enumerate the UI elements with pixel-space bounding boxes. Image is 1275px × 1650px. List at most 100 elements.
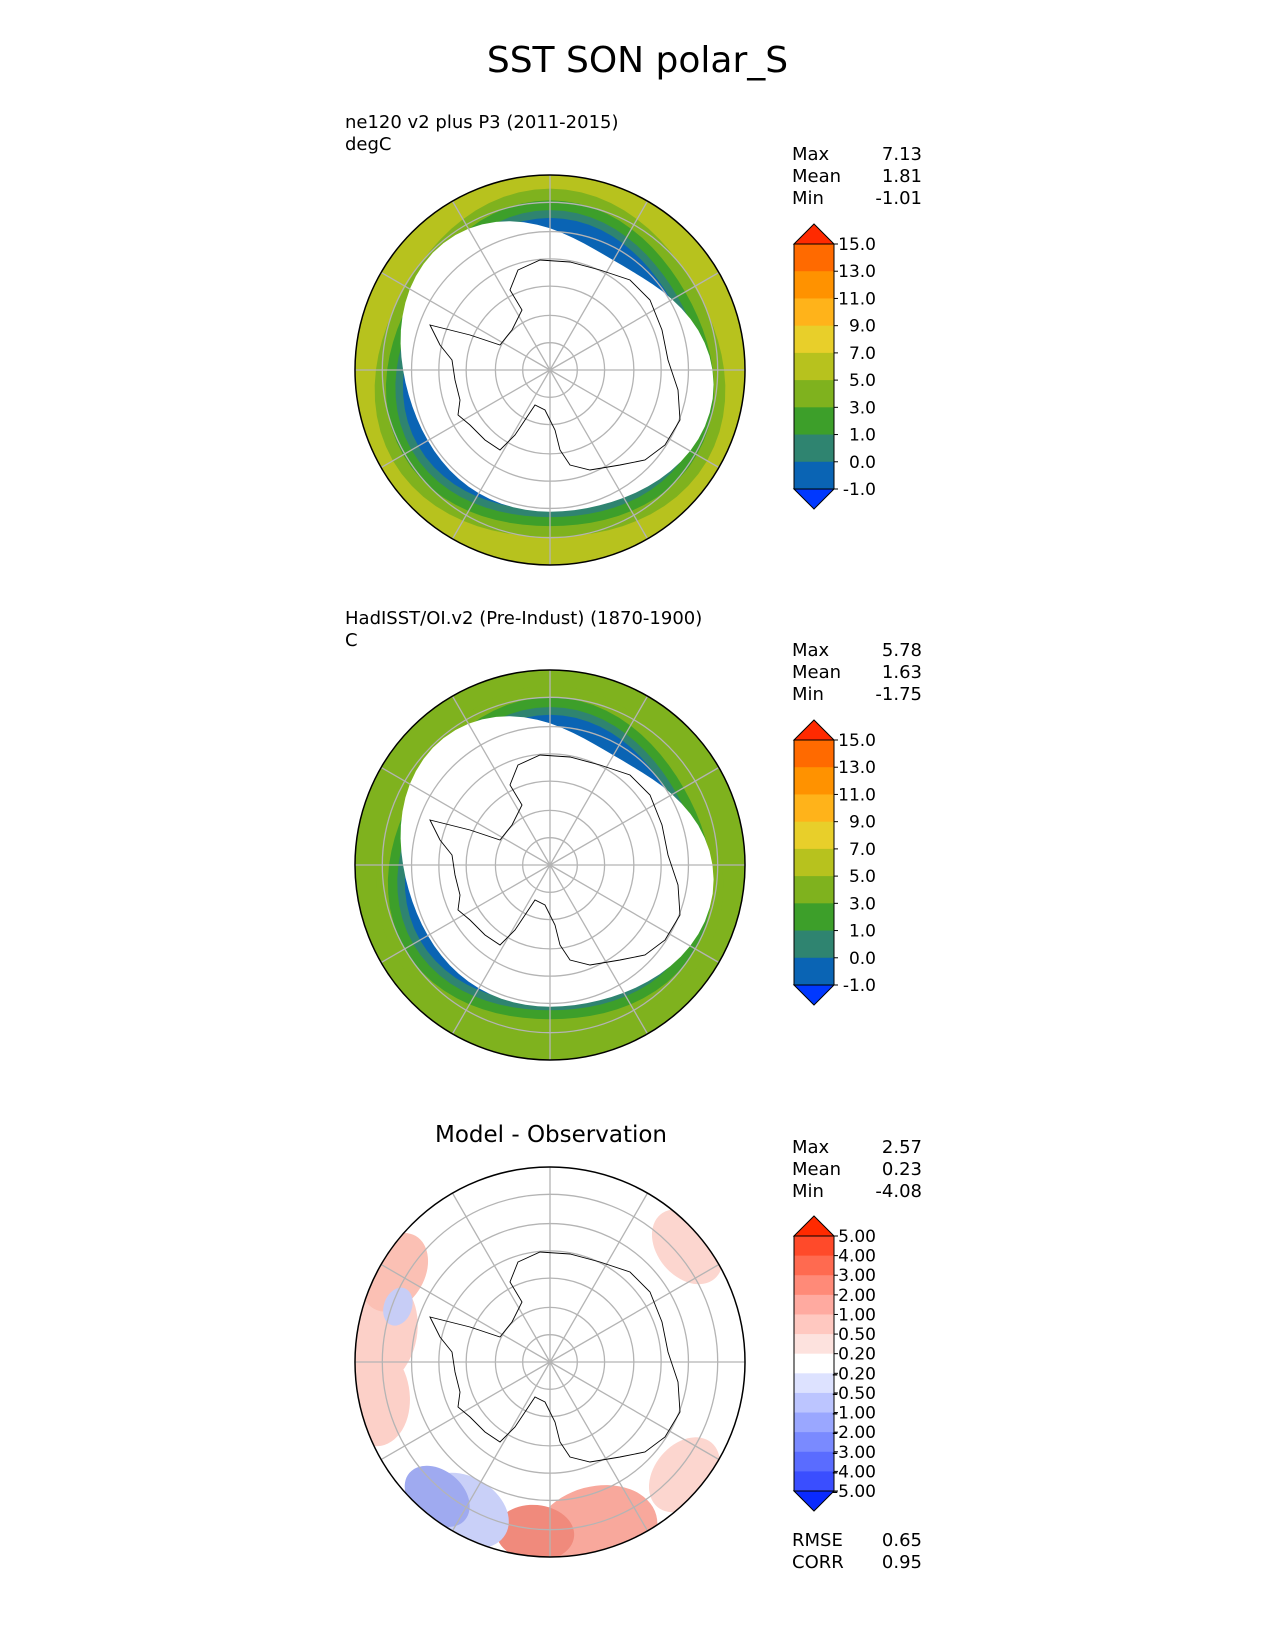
colorbar-extend-max: [792, 1215, 836, 1237]
colorbar-extend-min: [792, 1490, 836, 1512]
panel-test: ne120 v2 plus P3 (2011-2015) degC Max 7.1…: [0, 0, 1275, 566]
longitude-gridline: [549, 1361, 649, 1532]
longitude-gridline: [451, 1192, 551, 1363]
colorbar-segment: [794, 380, 834, 408]
colorbar-tick-label: -5.00: [832, 1482, 876, 1502]
polar-map: [354, 1166, 746, 1558]
coastline: [429, 259, 681, 471]
colorbar-tick-label: 1.0: [849, 922, 876, 942]
colorbar-tick-label: 3.0: [849, 398, 876, 418]
longitude-gridline: [549, 766, 720, 866]
stat-min-label: Min: [792, 188, 824, 209]
colorbar-segment: [794, 740, 834, 768]
longitude-gridline: [549, 1263, 720, 1363]
stat-max-label: Max: [792, 144, 830, 165]
stat-min-label: Min: [792, 684, 824, 705]
colorbar-segment: [794, 821, 834, 850]
polar-map: [354, 174, 746, 566]
colorbar-tick-label: 11.0: [838, 785, 876, 805]
longitude-gridline: [380, 864, 551, 964]
colorbar-segment: [794, 876, 834, 904]
colorbar-segment: [794, 1255, 834, 1276]
colorbar-segment: [794, 407, 834, 436]
stat-max-label: Max: [792, 640, 830, 661]
colorbar-tick-label: 1.00: [838, 1305, 876, 1325]
colorbar-tick-label: -3.00: [832, 1443, 876, 1463]
rmse-value: 0.65: [881, 1530, 922, 1551]
map-boundary: [354, 174, 746, 566]
colorbar-tick-label: -4.00: [832, 1462, 876, 1482]
stat-max: 7.13: [881, 144, 922, 165]
longitude-gridline: [549, 369, 649, 540]
longitude-gridline: [549, 1361, 720, 1461]
colorbar-tick-label: 11.0: [838, 289, 876, 309]
colorbar-tick-label: 3.0: [849, 894, 876, 914]
longitude-gridline: [380, 271, 551, 371]
colorbar-segment: [794, 794, 834, 823]
stat-mean: 1.63: [881, 662, 922, 683]
colorbar-segment: [794, 1392, 834, 1414]
colorbar-tick-label: 13.0: [838, 262, 876, 282]
stat-mean-label: Mean: [792, 1159, 842, 1180]
metrics-box: RMSE 0.65 CORR 0.95: [792, 1530, 922, 1574]
colorbar-segment: [794, 1412, 834, 1433]
diff-patch: [355, 1340, 410, 1447]
colorbar-tick-label: 9.0: [849, 813, 876, 833]
colorbar-segment: [794, 1275, 834, 1296]
corr-value: 0.95: [881, 1552, 922, 1573]
stat-min: -4.08: [875, 1181, 922, 1202]
stats-box: Max 2.57 Mean 0.23 Min -4.08: [792, 1137, 922, 1203]
colorbar-tick-label: -2.00: [832, 1423, 876, 1443]
panel-ref: HadISST/OI.v2 (Pre-Indust) (1870-1900) C…: [0, 0, 1275, 1061]
longitude-gridline: [380, 369, 551, 469]
panel-title: ne120 v2 plus P3 (2011-2015) degC: [345, 112, 619, 156]
longitude-gridline: [549, 369, 720, 469]
colorbar-segment: [794, 352, 834, 381]
colorbar-tick-label: 2.00: [838, 1286, 876, 1306]
colorbar-tick-label: 7.0: [849, 344, 876, 364]
stat-mean-label: Mean: [792, 662, 842, 683]
coastline: [429, 1251, 681, 1463]
colorbar-segment: [794, 298, 834, 327]
colorbar-frame: [793, 243, 835, 490]
colorbar: 15.0 13.0 11.0 9.0 7.0 5.0 3.0 1.0 0.0 -1.0: [792, 223, 876, 510]
corr-label: CORR: [792, 1552, 844, 1573]
colorbar-segment: [794, 1236, 834, 1257]
stat-max: 5.78: [881, 640, 922, 661]
diff-patch: [383, 1287, 413, 1326]
colorbar-tick-label: 0.50: [838, 1325, 876, 1345]
coastline: [429, 754, 681, 966]
longitude-gridline: [380, 766, 551, 866]
colorbar-segment: [794, 1353, 834, 1374]
longitude-gridline: [380, 1263, 551, 1363]
longitude-gridline: [549, 271, 720, 371]
stat-min-label: Min: [792, 1181, 824, 1202]
colorbar-tick-label: 15.0: [838, 731, 876, 751]
longitude-gridline: [451, 200, 551, 371]
colorbar-tick-label: 0.20: [838, 1345, 876, 1365]
colorbar-segment: [794, 930, 834, 959]
map-boundary: [354, 1166, 746, 1558]
stats-box: Max 5.78 Mean 1.63 Min -1.75: [792, 640, 922, 706]
colorbar-tick-label: 5.0: [849, 867, 876, 887]
colorbar-segment: [794, 767, 834, 795]
colorbar-segment: [794, 1432, 834, 1453]
panel-units: degC: [345, 134, 392, 155]
stat-min: -1.75: [875, 684, 922, 705]
longitude-gridline: [451, 695, 551, 866]
stat-mean: 0.23: [881, 1159, 922, 1180]
colorbar-tick-label: 13.0: [838, 758, 876, 778]
stat-max-label: Max: [792, 1137, 830, 1158]
colorbar-segment: [794, 957, 834, 986]
panel-units: C: [345, 630, 358, 651]
colorbar: 5.004.003.002.001.000.500.20-0.20-0.50-1…: [792, 1215, 876, 1512]
longitude-gridline: [549, 200, 649, 371]
colorbar-frame: [793, 1235, 835, 1492]
colorbar-tick-label: -1.0: [843, 480, 876, 500]
colorbar-tick-label: 1.0: [849, 426, 876, 446]
longitude-gridline: [451, 369, 551, 540]
polar-map: [354, 669, 746, 1061]
panel-title: HadISST/OI.v2 (Pre-Indust) (1870-1900) C: [345, 608, 702, 652]
colorbar-frame: [793, 739, 835, 986]
longitude-gridline: [451, 1361, 551, 1532]
